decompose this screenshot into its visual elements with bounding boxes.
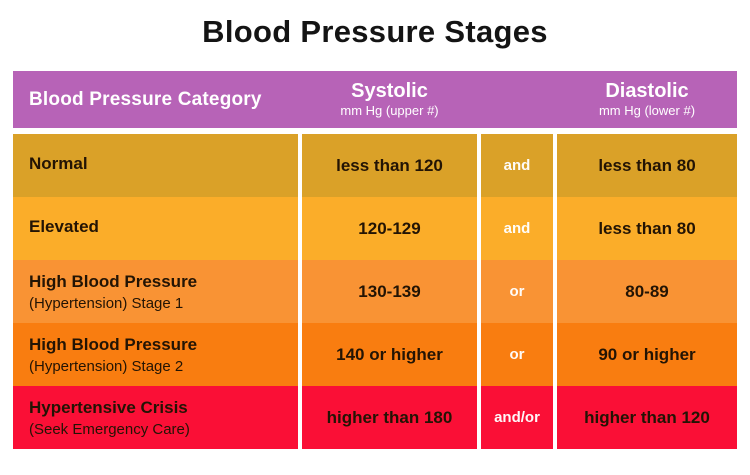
category-cell: Elevated xyxy=(13,197,298,260)
systolic-value: 140 or higher xyxy=(302,323,477,386)
header-systolic-sublabel: mm Hg (upper #) xyxy=(340,103,439,119)
systolic-value: 120-129 xyxy=(302,197,477,260)
category-sublabel: (Seek Emergency Care) xyxy=(29,420,190,438)
table-row-stage1: High Blood Pressure (Hypertension) Stage… xyxy=(13,260,737,323)
connector-value: and xyxy=(481,197,553,260)
category-sublabel: (Hypertension) Stage 1 xyxy=(29,294,184,312)
systolic-value: higher than 180 xyxy=(302,386,477,449)
page-title: Blood Pressure Stages xyxy=(202,14,548,49)
header-diastolic-label: Diastolic xyxy=(605,80,689,103)
systolic-value: less than 120 xyxy=(302,134,477,197)
table-row-normal: Normal less than 120 and less than 80 xyxy=(13,134,737,197)
table-header-row: Blood Pressure Category Systolic mm Hg (… xyxy=(13,71,737,128)
category-cell: High Blood Pressure (Hypertension) Stage… xyxy=(13,260,298,323)
category-cell: Hypertensive Crisis (Seek Emergency Care… xyxy=(13,386,298,449)
diastolic-value: 90 or higher xyxy=(557,323,737,386)
category-label: Normal xyxy=(29,154,88,173)
connector-value: and/or xyxy=(481,386,553,449)
connector-value: or xyxy=(481,323,553,386)
table-row-crisis: Hypertensive Crisis (Seek Emergency Care… xyxy=(13,386,737,449)
systolic-value: 130-139 xyxy=(302,260,477,323)
category-label: High Blood Pressure xyxy=(29,271,198,291)
diastolic-value: less than 80 xyxy=(557,197,737,260)
category-label: Hypertensive Crisis xyxy=(29,397,188,417)
diastolic-value: 80-89 xyxy=(557,260,737,323)
diastolic-value: less than 80 xyxy=(557,134,737,197)
category-cell: Normal xyxy=(13,134,298,197)
table-row-elevated: Elevated 120-129 and less than 80 xyxy=(13,197,737,260)
header-diastolic-sublabel: mm Hg (lower #) xyxy=(598,103,696,119)
blood-pressure-table: Blood Pressure Category Systolic mm Hg (… xyxy=(13,71,737,449)
connector-value: or xyxy=(481,260,553,323)
category-sublabel: (Hypertension) Stage 2 xyxy=(29,357,184,375)
connector-value: and xyxy=(481,134,553,197)
header-diastolic: Diastolic mm Hg (lower #) xyxy=(557,80,737,119)
header-systolic-label: Systolic xyxy=(351,80,428,103)
header-systolic: Systolic mm Hg (upper #) xyxy=(302,80,477,119)
table-row-stage2: High Blood Pressure (Hypertension) Stage… xyxy=(13,323,737,386)
category-cell: High Blood Pressure (Hypertension) Stage… xyxy=(13,323,298,386)
table-body: Normal less than 120 and less than 80 El… xyxy=(13,134,737,449)
category-label: High Blood Pressure xyxy=(29,334,198,354)
diastolic-value: higher than 120 xyxy=(557,386,737,449)
header-category: Blood Pressure Category xyxy=(29,88,262,110)
category-label: Elevated xyxy=(29,217,99,236)
